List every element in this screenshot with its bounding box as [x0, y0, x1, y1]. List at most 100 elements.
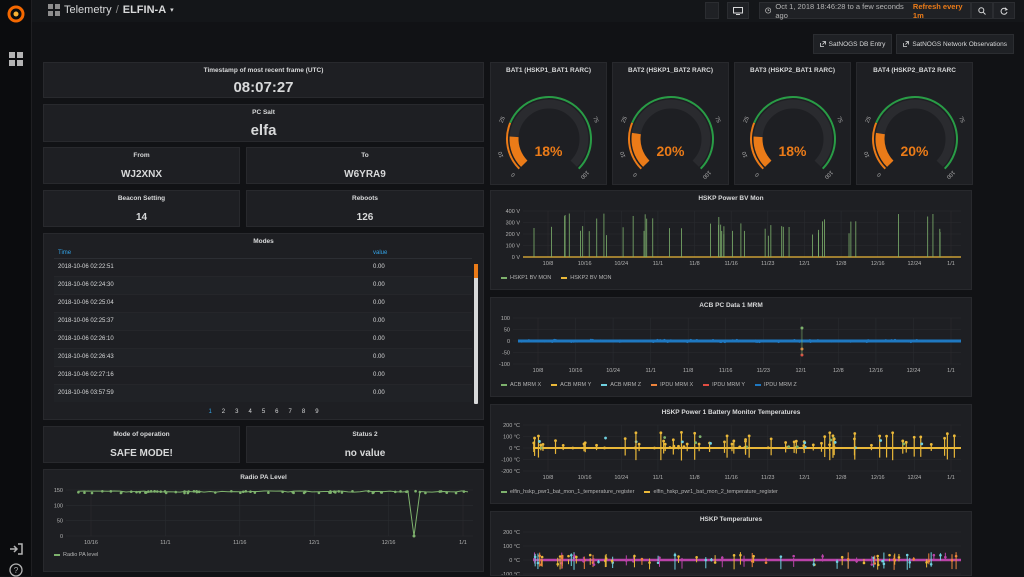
table-header-row: Time value: [54, 248, 472, 259]
data-point: [90, 491, 94, 495]
page-link[interactable]: 6: [275, 409, 279, 415]
x-tick-label: 12/1: [799, 475, 810, 481]
legend-item[interactable]: ACB MRM Y: [551, 382, 591, 388]
x-tick-label: 12/16: [871, 261, 885, 267]
data-point: [135, 490, 138, 494]
radio-pa-chart[interactable]: 150 100 50 0 10/16 11/1 11/16 12/1 12/16 1/1: [44, 470, 484, 572]
tv-mode-button[interactable]: [727, 2, 749, 19]
data-point: [808, 339, 812, 342]
sign-in-icon[interactable]: [9, 543, 23, 555]
data-point: [570, 553, 573, 557]
x-tick-label: 11/16: [725, 475, 738, 481]
data-point: [536, 561, 540, 565]
satnogs-db-link[interactable]: SatNOGS DB Entry: [812, 34, 893, 54]
legend-item[interactable]: Radio PA level: [54, 552, 98, 558]
x-tick-label: 11/23: [761, 261, 774, 267]
chevron-down-icon[interactable]: ▾: [170, 7, 174, 14]
data-point: [119, 491, 123, 495]
table-scrollbar[interactable]: [474, 264, 478, 404]
battery-temps-chart[interactable]: 200 °C 100 °C 0 °C -100 °C -200 °C 10/8 10/16 1…: [491, 405, 972, 504]
data-point: [556, 562, 560, 566]
help-icon[interactable]: ?: [9, 563, 23, 577]
breadcrumb-folder[interactable]: Telemetry: [64, 4, 112, 16]
hskp-temps-chart[interactable]: 200 °C 100 °C 0 °C -100 °C: [491, 512, 972, 576]
gauge-tick-label: 75: [591, 116, 599, 124]
data-point: [653, 446, 656, 450]
data-point: [129, 490, 133, 494]
hskp-power-bv-chart[interactable]: 400 V 300 V 200 V 100 V 0 V 10/8 10/16 10/24 11/…: [491, 191, 972, 290]
data-point: [795, 445, 799, 449]
y-tick-label: 100 °C: [503, 544, 520, 550]
data-point: [944, 555, 947, 559]
data-point: [393, 490, 397, 494]
gauge-tick-label: 100: [823, 169, 834, 180]
gauge-panel-bat4: BAT4 (HSKP2_BAT2 RARC 0 10 25 75 100 20%: [856, 62, 973, 185]
data-point: [138, 490, 142, 494]
dashboard-grid-icon: [48, 4, 60, 16]
grafana-logo-icon[interactable]: [6, 4, 26, 24]
gauge-fill: [509, 136, 528, 167]
data-point: [570, 340, 573, 343]
cell-time: 2018-10-06 02:27:16: [54, 365, 369, 384]
data-point: [573, 340, 576, 343]
page-link[interactable]: 1: [208, 409, 212, 415]
col-value-header[interactable]: value: [369, 248, 472, 259]
legend-item[interactable]: ACB MRM X: [501, 382, 541, 388]
scrollbar-thumb[interactable]: [474, 264, 478, 278]
data-point: [681, 440, 684, 444]
data-point: [77, 490, 80, 494]
gauge-tick-label: 75: [957, 116, 965, 124]
page-link[interactable]: 9: [315, 409, 319, 415]
page-link[interactable]: 2: [221, 409, 226, 415]
x-tick-label: 12/16: [871, 475, 885, 481]
share-button[interactable]: [705, 2, 719, 19]
data-point: [351, 489, 354, 493]
data-point: [927, 559, 931, 563]
legend-item[interactable]: elfin_hskp_pwr1_bat_mon_1_temperature_re…: [501, 489, 634, 495]
page-link[interactable]: 7: [288, 409, 292, 415]
legend-item[interactable]: IPDU MRM Y: [703, 382, 745, 388]
data-point: [567, 554, 570, 558]
svg-text:?: ?: [14, 566, 19, 575]
data-point: [604, 436, 607, 440]
page-link[interactable]: 4: [248, 409, 252, 415]
legend-item[interactable]: ACB MRM Z: [601, 382, 641, 388]
dashboards-icon[interactable]: [9, 52, 23, 66]
satnogs-network-link[interactable]: SatNOGS Network Observations: [896, 34, 1014, 54]
data-point: [882, 562, 886, 566]
data-point: [418, 490, 422, 494]
legend-item[interactable]: HSKP2 BV MON: [561, 275, 612, 281]
dashboard-title[interactable]: ELFIN-A: [122, 4, 167, 16]
legend-item[interactable]: IPDU MRM X: [651, 382, 693, 388]
time-picker-button[interactable]: Oct 1, 2018 18:46:28 to a few seconds ag…: [759, 2, 971, 20]
data-point: [537, 434, 540, 438]
acb-pc-data-chart[interactable]: 100 50 0 -50 -100 10/8 10/16 10/24 11/1 11/8 11/16…: [491, 298, 972, 397]
data-point: [769, 437, 773, 441]
data-point: [554, 339, 558, 342]
gauge-value: 20%: [656, 143, 685, 159]
from-panel: From WJ2XNX: [43, 147, 240, 184]
timestamp-panel: Timestamp of most recent frame (UTC) 08:…: [43, 62, 484, 98]
cell-time: 2018-10-06 02:24:30: [54, 275, 369, 294]
page-link[interactable]: 3: [235, 409, 239, 415]
gauge-tick-label: 0: [632, 171, 638, 177]
refresh-button[interactable]: [993, 2, 1015, 19]
col-time-header[interactable]: Time: [54, 248, 369, 259]
y-tick-label: 200 V: [506, 232, 521, 238]
legend-item[interactable]: HSKP1 BV MON: [501, 275, 551, 281]
legend-item[interactable]: elfin_hskp_pwr1_bat_mon_2_temperature_re…: [644, 489, 778, 495]
legend-item[interactable]: IPDU MRM Z: [755, 382, 797, 388]
data-point: [924, 340, 927, 343]
page-link[interactable]: 8: [301, 409, 306, 415]
data-point: [693, 431, 697, 435]
gauge-threshold-ok: [509, 96, 592, 170]
zoom-out-button[interactable]: [971, 2, 993, 19]
data-point: [862, 561, 866, 565]
data-point: [784, 441, 788, 444]
page-link[interactable]: 5: [261, 409, 266, 415]
y-tick-label: 200 °C: [503, 423, 520, 429]
data-point: [738, 445, 742, 449]
y-tick-label: 200 °C: [503, 530, 520, 536]
data-point: [239, 491, 242, 494]
cell-value: 0.00: [369, 365, 472, 384]
